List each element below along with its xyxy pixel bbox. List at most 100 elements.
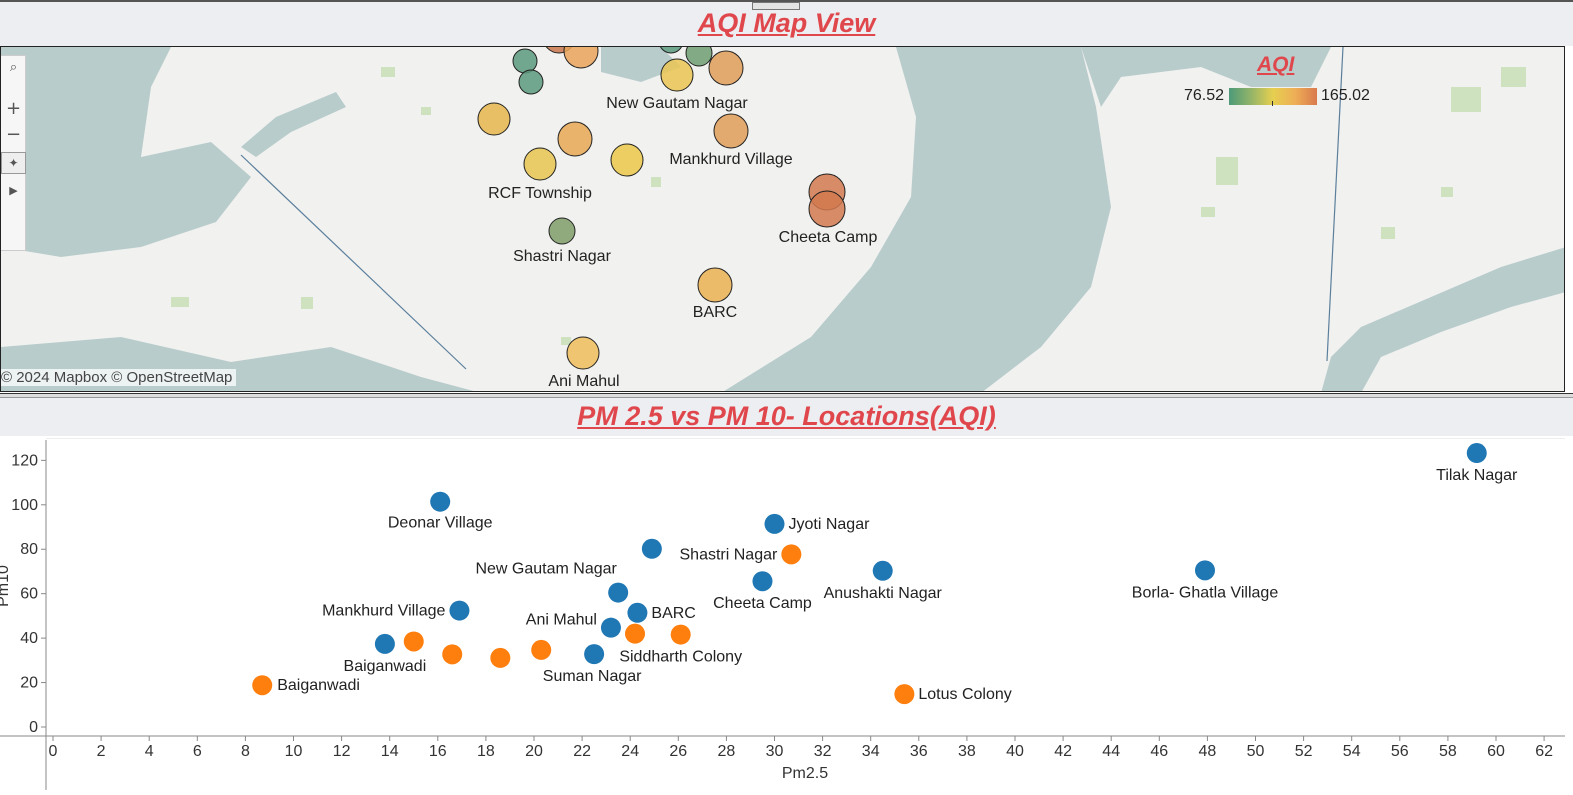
x-tick-label: 2 <box>97 743 106 760</box>
scatter-point <box>670 624 691 645</box>
map-point-unlabeled <box>610 143 644 177</box>
legend-title: AQI <box>1257 53 1295 76</box>
zoom-in-icon[interactable]: + <box>5 98 22 119</box>
scatter-point <box>641 538 662 559</box>
point-label: Suman Nagar <box>543 668 642 685</box>
map-label-shastri-nagar: Shastri Nagar <box>513 248 611 265</box>
water-east-bay <box>1081 47 1331 107</box>
point-label: Ani Mahul <box>526 612 597 629</box>
aqi-legend: AQI 76.52 165.02 <box>1181 51 1381 111</box>
point-label: BARC <box>651 605 695 622</box>
scatter-plot-area: 0 2 4 6 8 10 12 14 16 18 20 22 24 26 28 30 32 34 36 38 40 42 4… <box>0 440 1565 790</box>
map-point-unlabeled <box>708 50 744 86</box>
scatter-point <box>1466 443 1487 464</box>
x-tick-label: 12 <box>333 743 351 760</box>
point-label: Tilak Nagar <box>1436 467 1518 484</box>
x-tick-label: 30 <box>766 743 784 760</box>
chart-title-bar: PM 2.5 vs PM 10- Locations(AQI) <box>0 398 1573 436</box>
panel-drag-handle[interactable] <box>752 2 800 10</box>
x-tick-label: 62 <box>1535 743 1553 760</box>
map-point-unlabeled <box>512 48 538 74</box>
point-label: Shastri Nagar <box>680 546 778 563</box>
map-label-barc: BARC <box>693 304 737 321</box>
x-tick-label: 10 <box>285 743 303 760</box>
x-tick-label: 22 <box>573 743 591 760</box>
map-point-unlabeled <box>563 47 599 69</box>
map-point-ani-mahul <box>566 336 600 370</box>
x-tick-label: 6 <box>193 743 202 760</box>
x-tick-label: 4 <box>145 743 154 760</box>
water-east-river <box>1321 247 1564 391</box>
green-areas <box>171 67 1526 345</box>
point-label: Mankhurd Village <box>322 603 445 620</box>
x-tick-label: 8 <box>241 743 250 760</box>
point-label: Deonar Village <box>388 515 493 532</box>
scatter-point <box>872 560 893 581</box>
scatter-point <box>625 623 646 644</box>
map-point-unlabeled <box>477 102 511 136</box>
x-tick-label: 18 <box>477 743 495 760</box>
x-tick-label: 46 <box>1150 743 1168 760</box>
x-tick-label: 50 <box>1247 743 1265 760</box>
map-point-unlabeled <box>557 121 593 157</box>
map-label-cheeta-camp: Cheeta Camp <box>779 229 878 246</box>
scatter-point <box>374 633 395 654</box>
pan-select-icon[interactable]: ✦ <box>1 152 26 174</box>
x-axis-title: Pm2.5 <box>782 765 828 782</box>
x-tick-label: 32 <box>814 743 832 760</box>
dashboard-divider[interactable] <box>0 393 1573 398</box>
map-attribution[interactable]: © 2024 Mapbox © OpenStreetMap <box>1 369 237 386</box>
legend-min: 76.52 <box>1184 87 1225 104</box>
point-label: Jyoti Nagar <box>789 516 871 533</box>
scatter-chart[interactable]: 0 2 4 6 8 10 12 14 16 18 20 22 24 26 28 30 32 34 36 38 40 42 4… <box>0 438 1565 790</box>
map-point-cheeta-camp-2 <box>808 190 846 228</box>
play-icon[interactable]: ▶ <box>9 184 18 197</box>
scatter-point <box>430 491 451 512</box>
water-west-creek <box>241 92 346 157</box>
x-tick-label: 34 <box>862 743 880 760</box>
point-label: Baiganwadi <box>277 677 360 694</box>
legend-color-ramp <box>1229 88 1317 105</box>
point-label: Baiganwadi <box>344 658 427 675</box>
x-tick-label: 42 <box>1054 743 1072 760</box>
x-tick-label: 44 <box>1102 743 1120 760</box>
map-point-mankhurd-village <box>713 113 749 149</box>
x-tick-label: 58 <box>1439 743 1457 760</box>
y-tick-label: 60 <box>20 586 38 603</box>
map-label-ani-mahul: Ani Mahul <box>548 373 619 390</box>
x-tick-label: 20 <box>525 743 543 760</box>
y-tick-label: 20 <box>20 675 38 692</box>
scatter-point <box>608 582 629 603</box>
map-point-unlabeled <box>518 69 544 95</box>
zoom-out-icon[interactable]: − <box>5 124 22 145</box>
scatter-point <box>449 600 470 621</box>
y-axis-title: Pm10 <box>0 565 12 607</box>
map-label-new-gautam-nagar: New Gautam Nagar <box>606 95 748 112</box>
map-point-shastri-nagar <box>548 217 576 245</box>
scatter-point <box>490 647 511 668</box>
water-west-bay <box>1 47 251 257</box>
map-point-new-gautam-nagar <box>660 58 694 92</box>
map-title: AQI Map View <box>697 8 876 38</box>
scatter-point <box>442 644 463 665</box>
water-thane-creek <box>724 47 1111 391</box>
x-tick-label: 24 <box>621 743 639 760</box>
x-tick-label: 14 <box>381 743 399 760</box>
map-point-barc <box>697 267 733 303</box>
x-tick-label: 54 <box>1343 743 1361 760</box>
search-icon[interactable]: ⌕ <box>9 60 18 75</box>
point-label: Lotus Colony <box>918 686 1011 703</box>
scatter-point <box>627 602 648 623</box>
y-tick-label: 120 <box>11 452 38 469</box>
x-tick-label: 28 <box>718 743 736 760</box>
map-panel[interactable]: New Gautam Nagar Mankhurd Village RCF To… <box>0 46 1565 392</box>
legend-max: 165.02 <box>1321 87 1370 104</box>
point-label: Siddharth Colony <box>619 649 742 666</box>
x-tick-label: 48 <box>1199 743 1217 760</box>
x-tick-label: 40 <box>1006 743 1024 760</box>
y-tick-label: 80 <box>20 541 38 558</box>
x-tick-label: 16 <box>429 743 447 760</box>
map-points[interactable] <box>477 47 846 370</box>
map-toolbar: ⌕ + − ✦ ▶ <box>1 55 26 251</box>
map-canvas[interactable]: New Gautam Nagar Mankhurd Village RCF To… <box>1 47 1565 392</box>
